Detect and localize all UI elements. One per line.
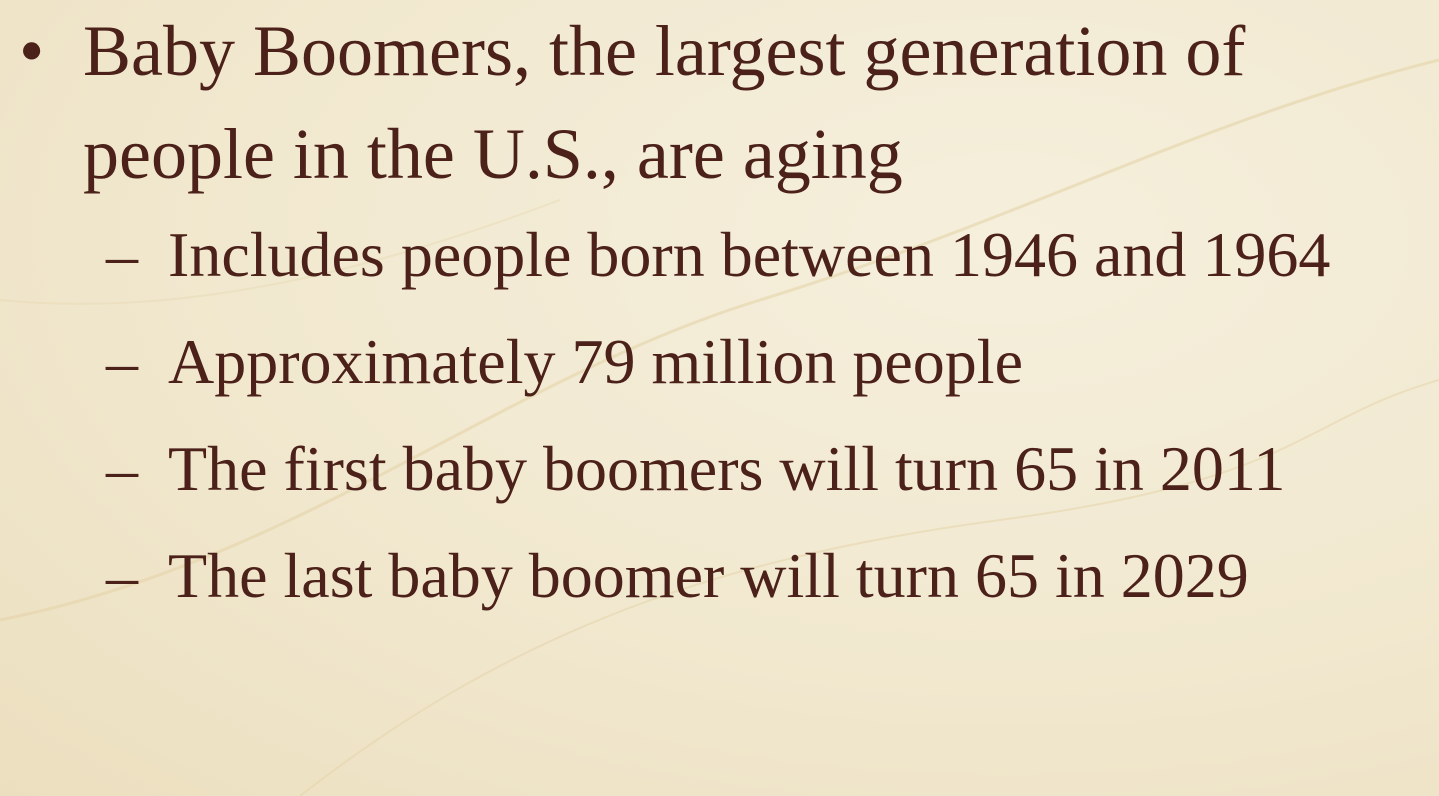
sub-bullet: Includes people born between 1946 and 19… bbox=[106, 210, 1348, 300]
sub-bullet: Approximately 79 million people bbox=[106, 317, 1348, 407]
sub-bullet: The first baby boomers will turn 65 in 2… bbox=[106, 424, 1348, 514]
sub-list: Includes people born between 1946 and 19… bbox=[106, 210, 1348, 638]
sub-bullet: The last baby boomer will turn 65 in 202… bbox=[106, 531, 1348, 621]
bullet: Baby Boomers, the largest generation of … bbox=[19, 0, 1428, 206]
